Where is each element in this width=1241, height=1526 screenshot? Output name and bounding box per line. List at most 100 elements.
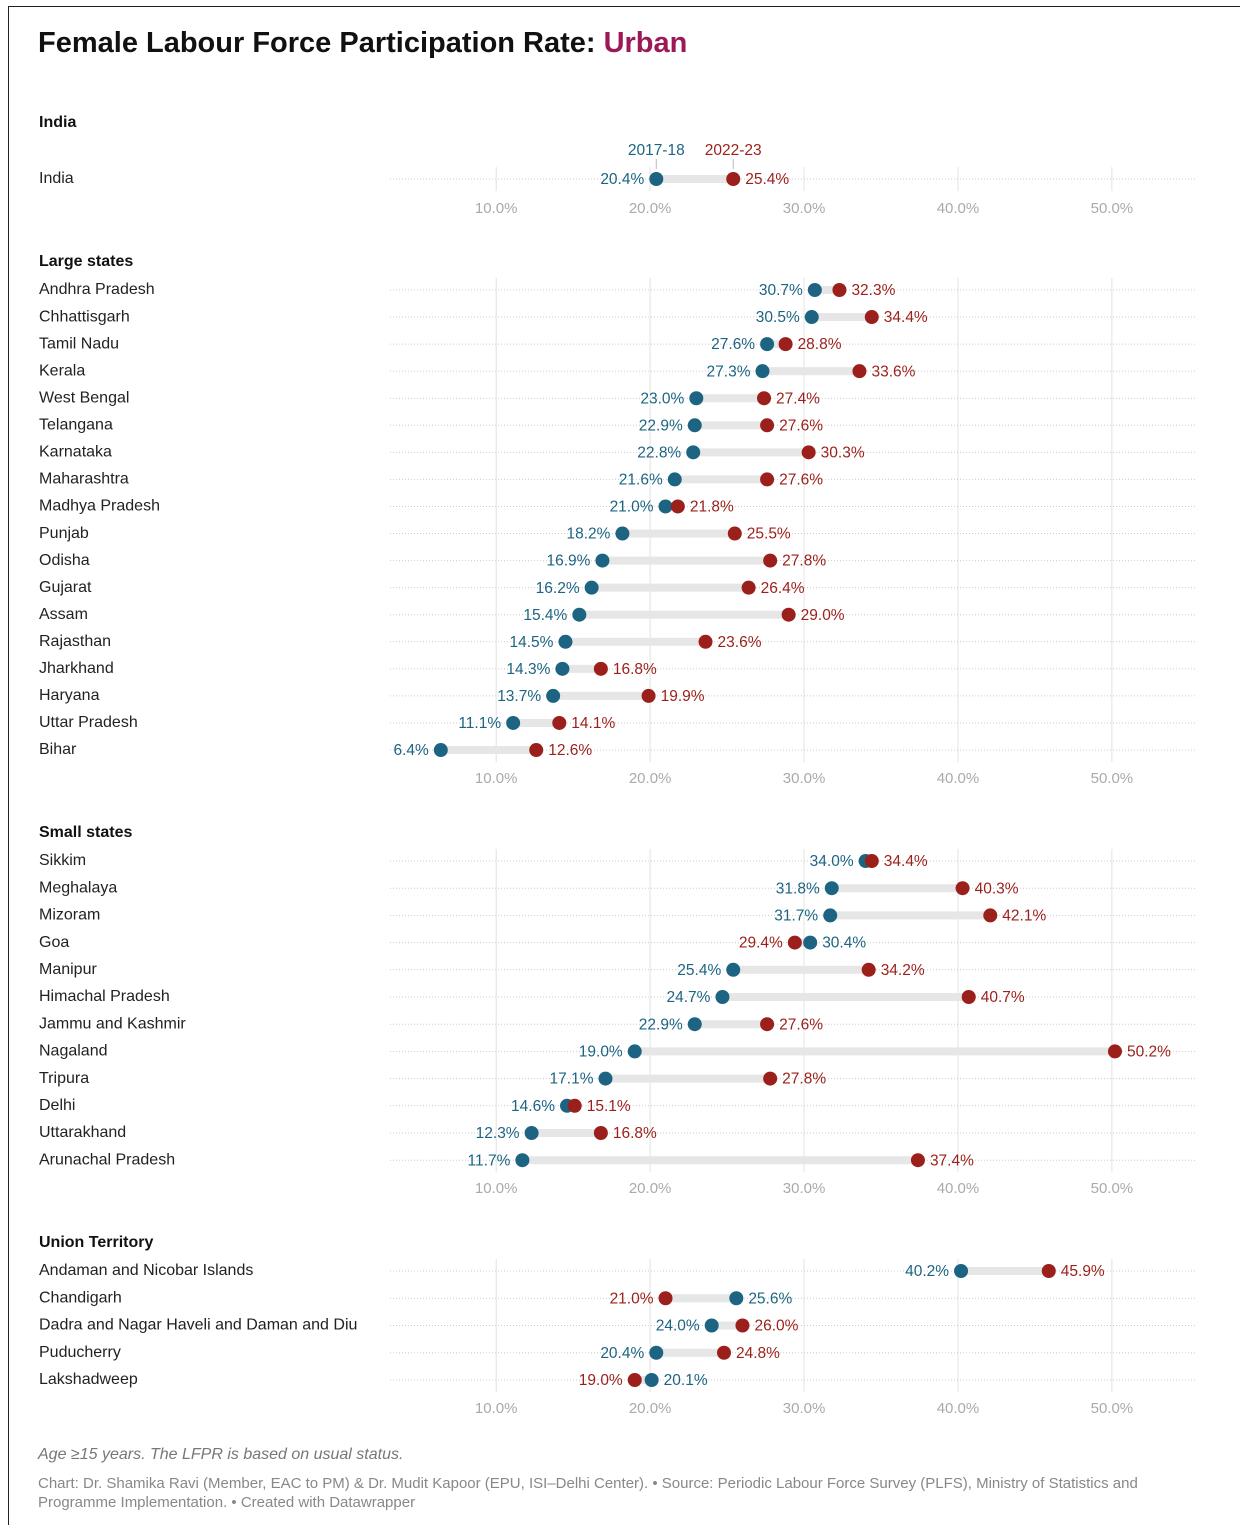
x-tick-label: 50.0% xyxy=(1091,1400,1134,1417)
category-label: Uttarakhand xyxy=(39,1124,126,1141)
category-label: Maharashtra xyxy=(39,471,129,488)
dot xyxy=(760,1017,775,1032)
category-label: Nagaland xyxy=(39,1043,108,1060)
dot xyxy=(864,310,879,325)
dot xyxy=(741,580,756,595)
value-label: 12.6% xyxy=(548,742,592,759)
value-label: 20.4% xyxy=(600,171,644,188)
value-label: 22.8% xyxy=(637,444,681,461)
title-highlight: Urban xyxy=(604,27,688,59)
range-bar xyxy=(579,610,789,619)
range-bar xyxy=(722,993,969,1001)
value-label: 24.7% xyxy=(667,989,711,1006)
dot xyxy=(824,881,839,896)
dot xyxy=(667,472,682,487)
value-label: 34.4% xyxy=(884,853,928,870)
range-bar xyxy=(693,448,809,457)
value-label: 15.1% xyxy=(587,1098,631,1115)
x-tick-label: 30.0% xyxy=(783,770,826,787)
value-label: 14.3% xyxy=(506,661,550,678)
range-bar xyxy=(694,421,768,430)
dot xyxy=(910,1153,925,1168)
dot xyxy=(864,854,879,868)
value-label: 22.9% xyxy=(639,1016,683,1033)
dot xyxy=(658,499,673,514)
value-label: 24.8% xyxy=(736,1345,780,1362)
dot xyxy=(1107,1044,1122,1059)
value-label: 37.4% xyxy=(930,1152,974,1169)
value-label: 14.6% xyxy=(511,1098,555,1115)
range-bar xyxy=(696,394,765,403)
dot xyxy=(572,607,587,622)
value-label: 34.2% xyxy=(881,962,925,979)
dot xyxy=(832,283,847,297)
value-label: 21.0% xyxy=(610,1290,654,1307)
category-label: Madhya Pradesh xyxy=(39,498,160,515)
value-label: 45.9% xyxy=(1061,1263,1105,1280)
dot xyxy=(729,1291,744,1306)
category-label: Arunachal Pradesh xyxy=(39,1151,175,1168)
dot xyxy=(627,1044,642,1059)
value-label: 31.8% xyxy=(776,880,820,897)
value-label: 15.4% xyxy=(523,607,567,624)
dot xyxy=(649,1345,664,1360)
dot xyxy=(755,364,770,379)
value-label: 40.2% xyxy=(905,1263,949,1280)
x-tick-label: 20.0% xyxy=(629,1400,672,1417)
range-bar xyxy=(656,1348,725,1357)
x-tick-label: 30.0% xyxy=(783,1400,826,1417)
dot xyxy=(983,908,998,923)
dot xyxy=(1041,1264,1056,1278)
value-label: 25.6% xyxy=(748,1290,792,1307)
dot xyxy=(760,472,775,487)
note: Age ≥15 years. The LFPR is based on usua… xyxy=(38,1446,404,1463)
dot xyxy=(804,310,819,325)
value-label: 25.4% xyxy=(745,171,789,188)
chart: Female Labour Force Participation Rate: U… xyxy=(38,27,1195,1417)
value-label: 29.4% xyxy=(739,935,783,952)
dot xyxy=(546,688,561,703)
value-label: 19.0% xyxy=(579,1372,623,1389)
value-label: 33.6% xyxy=(871,363,915,380)
dot xyxy=(615,526,630,541)
value-label: 16.9% xyxy=(546,553,590,570)
category-label: India xyxy=(39,170,74,187)
value-label: 30.5% xyxy=(756,309,800,326)
dot xyxy=(529,743,544,758)
dot xyxy=(801,445,816,460)
dot xyxy=(658,1291,673,1306)
category-label: Mizoram xyxy=(39,907,100,924)
title-text: Female Labour Force Participation Rate: xyxy=(38,27,596,59)
range-bar xyxy=(665,1294,737,1303)
range-bar xyxy=(674,475,768,484)
value-label: 40.3% xyxy=(975,880,1019,897)
range-bar xyxy=(605,1074,771,1083)
value-label: 19.9% xyxy=(661,688,705,705)
panel-title: India xyxy=(39,114,76,131)
category-label: Tripura xyxy=(39,1070,89,1087)
range-bar xyxy=(634,1376,652,1384)
dot xyxy=(715,990,730,1004)
dot xyxy=(778,337,793,352)
x-tick-label: 10.0% xyxy=(475,770,518,787)
category-label: Himachal Pradesh xyxy=(39,988,170,1005)
dot xyxy=(524,1126,539,1140)
dot xyxy=(763,553,778,568)
dot xyxy=(644,1373,659,1387)
category-label: Lakshadweep xyxy=(39,1371,138,1388)
value-label: 28.8% xyxy=(798,336,842,353)
category-label: Karnataka xyxy=(39,444,112,461)
panel-title: Union Territory xyxy=(39,1234,153,1251)
legend-label: 2017-18 xyxy=(628,142,685,159)
value-label: 11.7% xyxy=(468,1152,511,1169)
value-label: 29.0% xyxy=(801,607,845,624)
category-label: West Bengal xyxy=(39,389,129,406)
value-label: 17.1% xyxy=(550,1071,594,1088)
category-label: Odisha xyxy=(39,552,90,569)
dot xyxy=(433,743,448,758)
range-bar xyxy=(513,718,560,727)
dot xyxy=(955,881,970,896)
x-tick-label: 40.0% xyxy=(937,1400,980,1417)
value-label: 27.6% xyxy=(711,336,755,353)
value-label: 23.0% xyxy=(640,390,684,407)
